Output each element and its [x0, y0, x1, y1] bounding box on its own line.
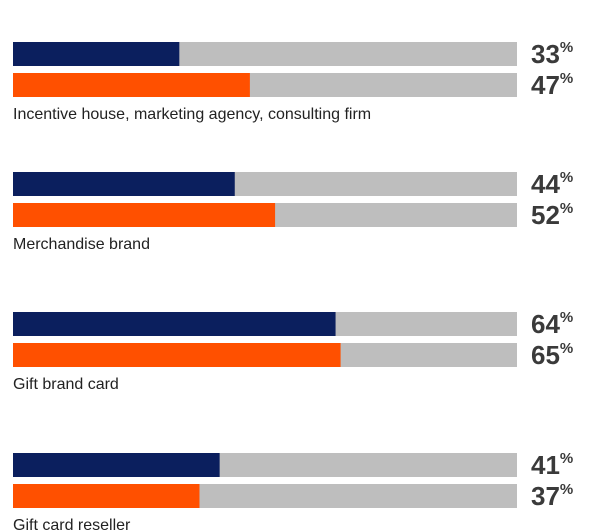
value-label: 52% — [531, 200, 573, 230]
bar — [13, 453, 220, 477]
bar — [13, 484, 200, 508]
category-label: Incentive house, marketing agency, consu… — [13, 106, 371, 123]
category-label: Merchandise brand — [13, 236, 150, 253]
category-label: Gift brand card — [13, 376, 119, 393]
bar — [13, 172, 235, 196]
value-label: 47% — [531, 70, 573, 100]
value-label: 64% — [531, 309, 573, 339]
value-label: 44% — [531, 169, 573, 199]
category-label: Gift card reseller — [13, 517, 131, 531]
value-label: 41% — [531, 450, 573, 480]
bar — [13, 312, 336, 336]
bar — [13, 203, 276, 227]
value-label: 33% — [531, 39, 573, 69]
bar — [13, 42, 180, 66]
bar — [13, 73, 250, 97]
bar — [13, 343, 341, 367]
value-label: 37% — [531, 481, 573, 511]
value-label: 65% — [531, 340, 573, 370]
